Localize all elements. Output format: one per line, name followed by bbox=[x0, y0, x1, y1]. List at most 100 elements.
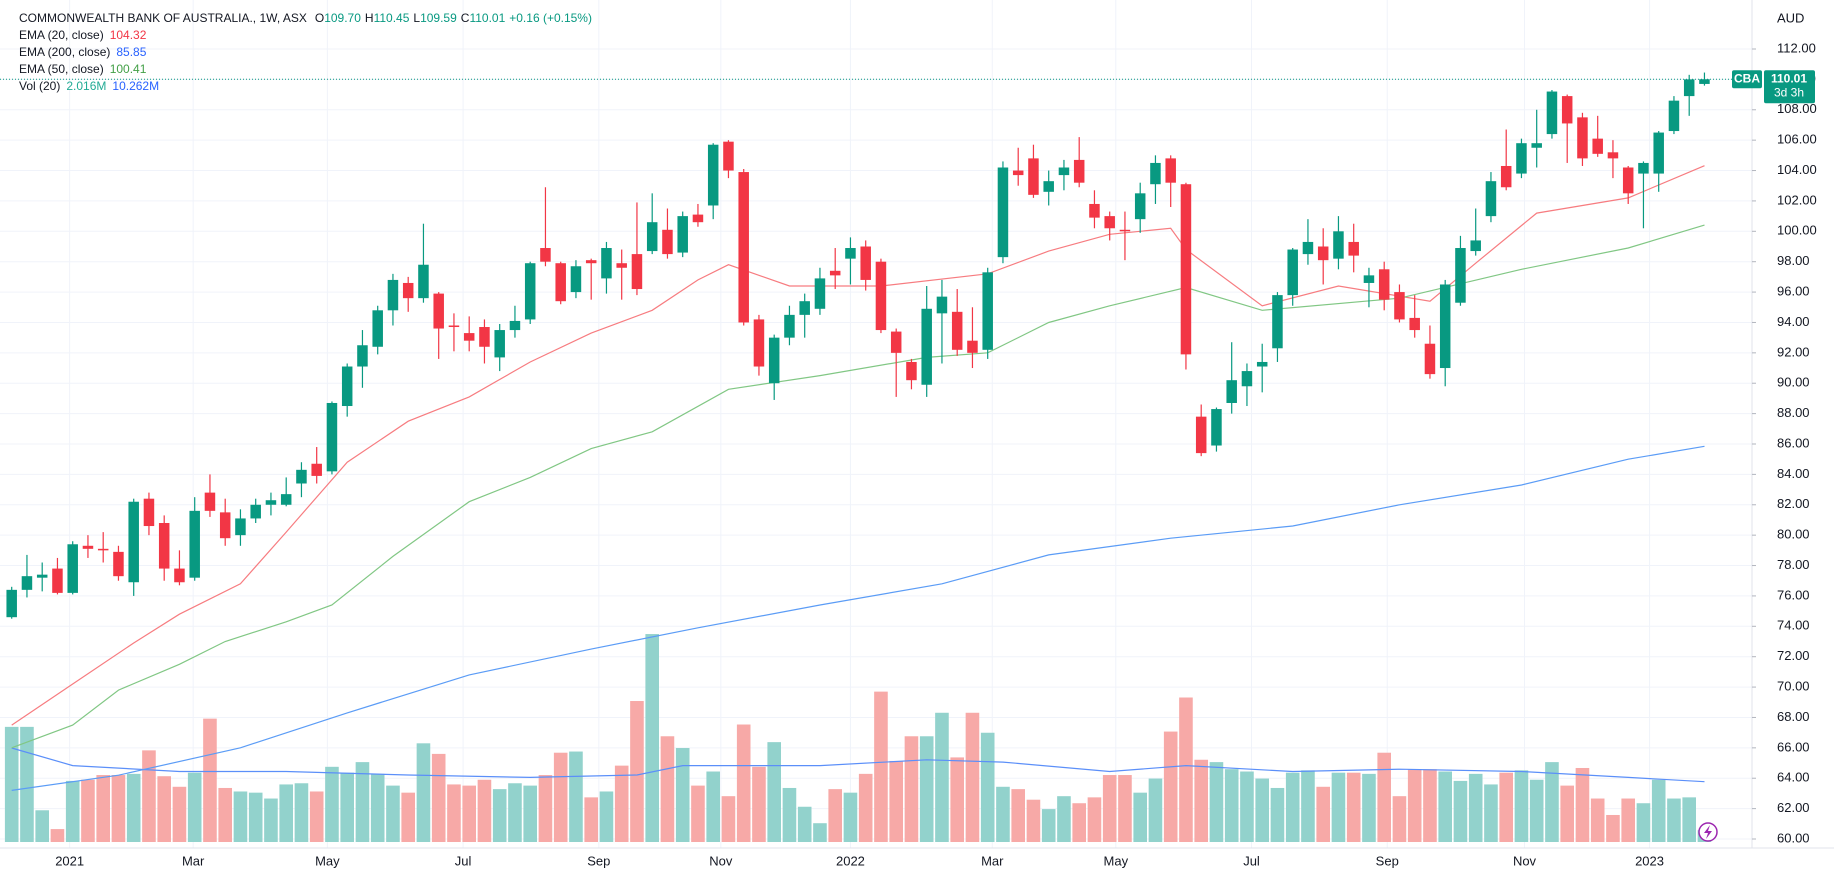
volume-bar bbox=[233, 791, 248, 842]
candle-body bbox=[250, 504, 261, 519]
candle-body bbox=[921, 308, 932, 385]
volume-bar bbox=[1285, 772, 1300, 842]
candle-body bbox=[204, 492, 216, 511]
volume-bar bbox=[508, 783, 522, 842]
volume-bar bbox=[904, 736, 919, 842]
y-tick-label: 66.00 bbox=[1777, 739, 1810, 754]
candle-body bbox=[646, 222, 658, 252]
candle-body bbox=[82, 545, 94, 549]
ohlc-key: H bbox=[365, 11, 374, 25]
change-value: +0.16 (+0.15%) bbox=[509, 11, 592, 25]
candle-body bbox=[677, 216, 688, 253]
volume-bar bbox=[1636, 803, 1651, 842]
volume-bar bbox=[1499, 772, 1513, 842]
volume-bar bbox=[477, 779, 492, 842]
candles bbox=[0, 72, 1752, 619]
volume-bar bbox=[935, 712, 949, 842]
candle-body bbox=[662, 229, 673, 255]
volume-bar bbox=[630, 701, 644, 842]
candle-body bbox=[951, 311, 963, 350]
candle-body bbox=[113, 551, 124, 577]
volume-bar bbox=[1514, 770, 1529, 842]
candle-body bbox=[1683, 79, 1695, 97]
volume-bar bbox=[172, 786, 187, 842]
candle-body bbox=[219, 512, 231, 539]
candle-body bbox=[1409, 317, 1420, 331]
volume-bar bbox=[1102, 775, 1117, 842]
volume-bar bbox=[1133, 792, 1147, 842]
candle-body bbox=[860, 246, 871, 280]
volume-bar bbox=[1346, 772, 1361, 842]
candle-body bbox=[1333, 231, 1344, 259]
volume-bar bbox=[126, 773, 141, 842]
candle-body bbox=[1104, 216, 1115, 229]
volume-bar bbox=[569, 751, 583, 842]
candle-body bbox=[1241, 371, 1253, 387]
y-tick-label: 60.00 bbox=[1777, 830, 1810, 845]
volume-bar bbox=[706, 771, 720, 842]
volume-bar bbox=[1301, 770, 1315, 842]
legend-indicator: EMA (50, close) 100.41 bbox=[19, 62, 147, 76]
candle-body bbox=[1638, 162, 1649, 174]
x-tick-label: May bbox=[1104, 853, 1129, 868]
volume-bar bbox=[721, 796, 736, 842]
candle-body bbox=[1165, 158, 1176, 183]
candle-body bbox=[1180, 184, 1192, 355]
volume-bar bbox=[1163, 731, 1178, 842]
candle-body bbox=[1455, 248, 1466, 303]
price-tag-bg bbox=[1764, 70, 1815, 104]
volume-bar bbox=[1407, 769, 1422, 842]
candle-body bbox=[768, 337, 780, 384]
symbol-tag: CBA bbox=[1734, 71, 1760, 85]
volume-bar bbox=[752, 766, 766, 842]
volume-bar bbox=[65, 780, 80, 842]
volume-bar bbox=[1194, 759, 1208, 842]
volume-bar bbox=[81, 779, 95, 842]
candle-body bbox=[97, 548, 109, 551]
candle-body bbox=[128, 501, 139, 583]
candle-body bbox=[1577, 117, 1588, 159]
lightning-icon[interactable] bbox=[1698, 822, 1718, 842]
candle-body bbox=[1439, 284, 1451, 369]
volume-bar bbox=[1255, 778, 1269, 842]
volume-bar bbox=[462, 785, 476, 842]
volume-bar bbox=[1651, 779, 1666, 842]
candle-body bbox=[143, 498, 155, 527]
candle-body bbox=[1272, 295, 1283, 349]
x-tick-label: Sep bbox=[587, 853, 610, 868]
x-tick-label: Mar bbox=[182, 853, 205, 868]
icon-bolt[interactable] bbox=[1704, 825, 1712, 839]
candle-body bbox=[738, 172, 749, 323]
volume-bar bbox=[1606, 814, 1620, 842]
volume-bar bbox=[386, 785, 400, 842]
candle-body bbox=[387, 279, 399, 311]
volume-bar bbox=[996, 786, 1010, 842]
currency-label: AUD bbox=[1777, 10, 1804, 25]
volume-bar bbox=[950, 757, 964, 842]
volume-bar bbox=[1468, 773, 1483, 842]
indicator-value: 104.32 bbox=[110, 28, 147, 42]
volume-bar bbox=[1041, 809, 1056, 842]
volume-bar bbox=[767, 742, 781, 842]
volume-ma-line bbox=[11, 747, 1705, 783]
volume-bar bbox=[20, 726, 34, 842]
volume-bar bbox=[675, 748, 690, 842]
candle-body bbox=[235, 518, 246, 536]
y-tick-label: 78.00 bbox=[1777, 557, 1810, 572]
volume-bar bbox=[736, 724, 751, 842]
y-tick-label: 104.00 bbox=[1777, 162, 1817, 177]
candle-body bbox=[616, 263, 627, 268]
volume-bar bbox=[1224, 769, 1239, 842]
candle-body bbox=[463, 333, 475, 341]
volume-bar bbox=[1529, 779, 1544, 842]
candle-body bbox=[707, 144, 719, 206]
candle-body bbox=[875, 261, 887, 331]
indicator-value: 100.41 bbox=[110, 62, 147, 76]
y-tick-label: 108.00 bbox=[1777, 101, 1817, 116]
volume-bar bbox=[1377, 752, 1391, 842]
volume-bar bbox=[96, 775, 110, 842]
candle-body bbox=[402, 282, 414, 299]
volume-bar bbox=[1331, 772, 1346, 842]
candle-body bbox=[784, 314, 795, 338]
